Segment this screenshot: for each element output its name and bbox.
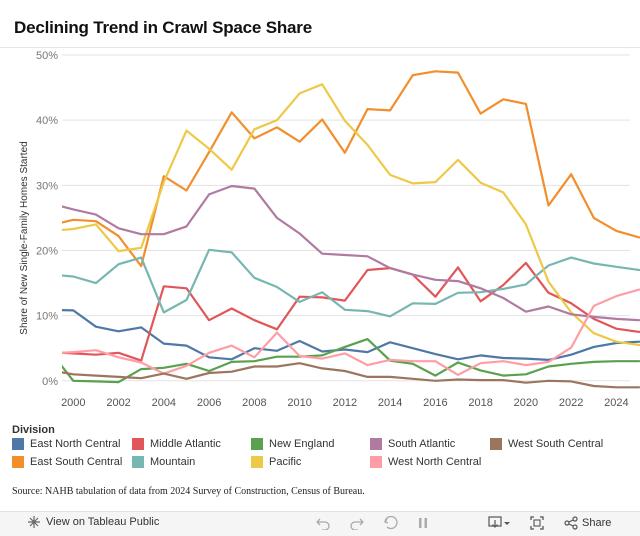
x-tick-label: 2024: [604, 397, 628, 409]
y-axis-label: Share of New Single-Family Homes Started: [19, 141, 30, 334]
view-on-tableau-button[interactable]: View on Tableau Public: [28, 516, 159, 528]
series-lines: [51, 70, 640, 389]
legend-item-east-north-central[interactable]: East North Central: [12, 438, 120, 450]
fullscreen-button[interactable]: [530, 516, 544, 530]
legend-swatch: [132, 456, 144, 468]
legend-swatch: [370, 456, 382, 468]
tableau-toolbar: View on Tableau Public Share: [0, 511, 640, 536]
fullscreen-icon: [530, 516, 544, 530]
legend-label: Mountain: [150, 456, 196, 468]
tableau-icon: [28, 516, 40, 528]
x-tick-label: 2022: [559, 397, 583, 409]
undo-button[interactable]: [316, 516, 330, 530]
y-tick-label: 30%: [36, 180, 58, 192]
title-divider: [0, 47, 640, 48]
legend-label: West North Central: [388, 456, 482, 468]
legend-item-middle-atlantic[interactable]: Middle Atlantic: [132, 438, 221, 450]
legend-label: East North Central: [30, 438, 121, 450]
view-on-tableau-label: View on Tableau Public: [46, 516, 160, 528]
x-axis-ticks: 2000 2002 2004 2006 2008 2010 2012 2014 2016 2018…: [61, 397, 629, 409]
legend-swatch: [12, 456, 24, 468]
legend-swatch: [132, 438, 144, 450]
download-button[interactable]: [488, 516, 510, 530]
share-icon: [564, 516, 578, 530]
legend-label: Middle Atlantic: [150, 438, 221, 450]
y-tick-label: 10%: [36, 311, 58, 323]
legend-item-south-atlantic[interactable]: South Atlantic: [370, 438, 455, 450]
series-line-mountain[interactable]: [51, 248, 640, 318]
series-line-east-south-central[interactable]: [51, 70, 640, 268]
y-tick-label: 20%: [36, 245, 58, 257]
pause-button[interactable]: [416, 516, 430, 530]
line-chart[interactable]: 0%10%20%30%40%50% 2000 2002 2004 2006 2008 20…: [0, 48, 640, 418]
chart-title: Declining Trend in Crawl Space Share: [14, 18, 312, 37]
legend-label: New England: [269, 438, 335, 450]
x-tick-label: 2000: [61, 397, 85, 409]
pause-icon: [419, 518, 427, 528]
legend-label: Pacific: [269, 456, 302, 468]
legend-label: West South Central: [508, 438, 604, 450]
legend-swatch: [370, 438, 382, 450]
share-label: Share: [582, 517, 612, 529]
revert-button[interactable]: [384, 516, 398, 530]
legend-swatch: [490, 438, 502, 450]
redo-button[interactable]: [350, 516, 364, 530]
series-line-middle-atlantic[interactable]: [51, 261, 640, 362]
series-line-west-south-central[interactable]: [51, 362, 640, 389]
download-icon: [488, 516, 510, 528]
x-tick-label: 2002: [106, 397, 130, 409]
x-tick-label: 2006: [197, 397, 221, 409]
series-line-pacific[interactable]: [51, 83, 640, 347]
x-tick-label: 2010: [287, 397, 311, 409]
y-tick-label: 40%: [36, 115, 58, 127]
x-tick-label: 2014: [378, 397, 402, 409]
x-tick-label: 2004: [152, 397, 176, 409]
y-tick-label: 50%: [36, 50, 58, 62]
legend-item-east-south-central[interactable]: East South Central: [12, 456, 122, 468]
x-tick-label: 2016: [423, 397, 447, 409]
x-tick-label: 2020: [514, 397, 538, 409]
legend-item-west-south-central[interactable]: West South Central: [490, 438, 603, 450]
legend-swatch: [12, 438, 24, 450]
legend-swatch: [251, 456, 263, 468]
legend-item-pacific[interactable]: Pacific: [251, 456, 301, 468]
legend-title: Division: [12, 424, 55, 436]
legend-item-west-north-central[interactable]: West North Central: [370, 456, 481, 468]
legend-swatch: [251, 438, 263, 450]
y-axis-ticks: 0% 10% 20% 30% 40% 50%: [36, 50, 58, 388]
legend-label: East South Central: [30, 456, 123, 468]
legend-item-mountain[interactable]: Mountain: [132, 456, 195, 468]
revert-icon: [384, 516, 398, 530]
share-button[interactable]: Share: [564, 516, 611, 530]
legend-item-new-england[interactable]: New England: [251, 438, 334, 450]
x-tick-label: 2018: [468, 397, 492, 409]
x-tick-label: 2008: [242, 397, 266, 409]
x-tick-label: 2012: [333, 397, 357, 409]
source-note: Source: NAHB tabulation of data from 202…: [12, 486, 365, 497]
series-line-new-england[interactable]: [51, 338, 640, 384]
y-tick-label: 0%: [42, 376, 58, 388]
undo-icon: [316, 518, 330, 530]
legend-label: South Atlantic: [388, 438, 456, 450]
series-line-west-north-central[interactable]: [51, 288, 640, 376]
series-line-south-atlantic[interactable]: [51, 184, 640, 322]
redo-icon: [350, 518, 364, 530]
